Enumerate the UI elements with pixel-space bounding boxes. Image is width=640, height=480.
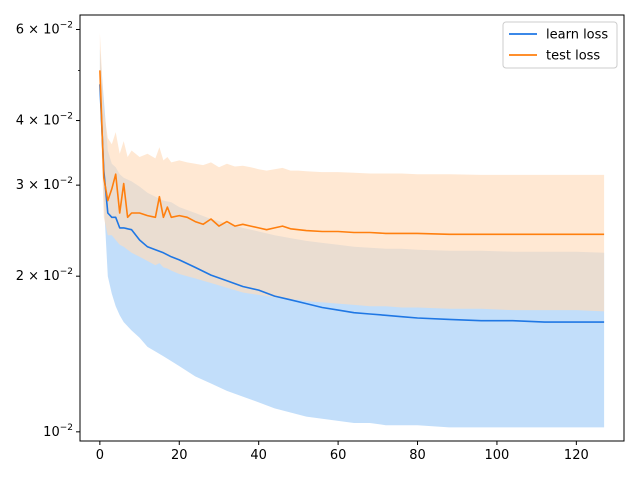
legend-label-test-loss: test loss (546, 49, 600, 64)
test-loss-line (99, 70, 605, 236)
x-tick-label: 40 (250, 448, 267, 463)
learn-loss-band (99, 49, 605, 428)
axes-frame (79, 14, 625, 442)
test-loss-band (99, 33, 605, 312)
y-tick-label: 6 × 10−2 (16, 20, 73, 37)
x-tick-label: 80 (409, 448, 426, 463)
legend-label-learn-loss: learn loss (546, 28, 608, 43)
x-tick-label: 20 (171, 448, 188, 463)
series-lines (99, 70, 605, 323)
confidence-bands (99, 33, 605, 428)
y-axis: 10−2 2 × 10−2 3 × 10−2 4 × 10−2 6 × 10−2 (16, 20, 80, 440)
y-tick-label: 3 × 10−2 (16, 176, 73, 193)
x-tick-label: 0 (96, 448, 104, 463)
y-tick-label: 4 × 10−2 (16, 112, 73, 129)
x-tick-label: 100 (485, 448, 510, 463)
plot-area (79, 14, 625, 442)
y-tick-label: 10−2 (43, 423, 73, 440)
x-tick-label: 120 (564, 448, 589, 463)
learn-loss-line (99, 84, 605, 323)
legend: learn loss test loss (502, 21, 618, 69)
x-tick-label: 60 (330, 448, 347, 463)
x-axis: 0 20 40 60 80 100 120 (96, 441, 589, 463)
y-tick-label: 2 × 10−2 (16, 267, 73, 284)
